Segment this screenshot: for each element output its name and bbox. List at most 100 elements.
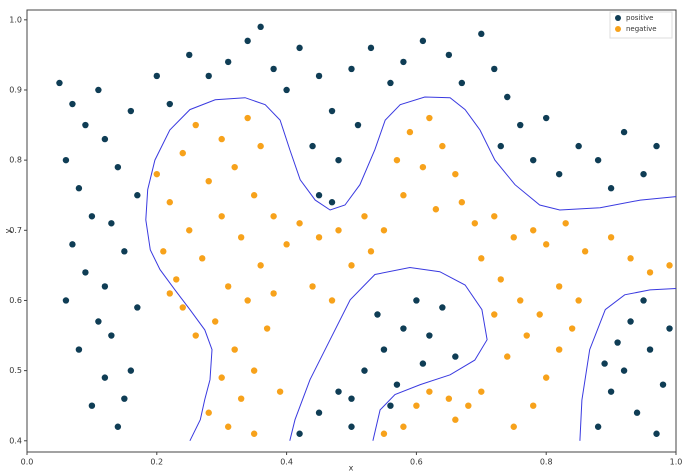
point (153, 72, 160, 80)
point (575, 142, 582, 150)
point (348, 395, 355, 402)
point (627, 318, 634, 325)
point (62, 297, 70, 304)
point (380, 227, 388, 234)
legend-label: negative (626, 25, 657, 33)
point (348, 423, 355, 430)
point (393, 381, 401, 388)
point (478, 255, 485, 262)
y-tick-label: 0.9 (9, 85, 22, 94)
point (491, 65, 498, 73)
point (108, 220, 115, 227)
point (400, 423, 407, 430)
point (607, 388, 615, 395)
point (244, 114, 251, 122)
point (328, 297, 336, 304)
x-tick-label: 0.6 (410, 458, 423, 467)
point (237, 395, 245, 402)
point (335, 388, 342, 395)
point (510, 423, 517, 430)
point (581, 248, 589, 255)
point (166, 199, 173, 206)
point (620, 367, 628, 374)
point (160, 248, 167, 255)
legend-marker (615, 26, 621, 32)
point (555, 346, 563, 353)
point (205, 72, 212, 80)
point (543, 241, 550, 248)
point (186, 227, 193, 234)
point (348, 65, 355, 73)
point (413, 297, 420, 304)
point (419, 360, 427, 367)
point (478, 388, 485, 395)
point (315, 234, 323, 241)
point (601, 360, 608, 367)
point (627, 255, 634, 262)
point (659, 381, 667, 388)
point (224, 58, 232, 66)
point (88, 402, 96, 409)
point (328, 199, 336, 206)
point (309, 142, 316, 150)
point (607, 234, 615, 241)
x-axis-label: x (349, 464, 354, 472)
point (212, 318, 219, 325)
point (309, 283, 316, 290)
point (114, 423, 122, 430)
point (263, 325, 271, 332)
point (530, 227, 537, 234)
point (75, 346, 83, 353)
point (127, 107, 135, 115)
point (335, 156, 342, 164)
point (192, 332, 199, 339)
point (491, 311, 498, 318)
point (646, 346, 654, 353)
point (315, 409, 323, 416)
point (530, 402, 537, 409)
point (380, 346, 388, 353)
point (543, 374, 550, 381)
point (101, 135, 109, 143)
point (568, 325, 576, 332)
point (121, 248, 128, 255)
point (257, 142, 264, 150)
point (237, 234, 245, 241)
point (504, 93, 511, 101)
point (445, 51, 453, 59)
x-tick-label: 1.0 (670, 458, 683, 467)
point (666, 325, 673, 332)
y-tick-label: 0.7 (9, 226, 22, 235)
point (458, 79, 466, 87)
x-tick-label: 0.4 (280, 458, 293, 467)
point (218, 213, 225, 220)
point (633, 409, 641, 416)
point (445, 395, 453, 402)
point (419, 163, 427, 171)
point (530, 156, 537, 164)
point (510, 234, 517, 241)
x-tick-label: 0.0 (21, 458, 34, 467)
point (497, 276, 504, 283)
point (426, 114, 433, 122)
point (179, 304, 186, 311)
point (413, 402, 420, 409)
point (458, 199, 466, 206)
point (406, 128, 414, 136)
point (224, 423, 232, 430)
point (562, 220, 569, 227)
point (666, 262, 673, 269)
point (101, 283, 109, 290)
y-tick-label: 0.6 (9, 296, 22, 305)
point (101, 374, 109, 381)
point (640, 170, 647, 178)
point (108, 332, 115, 339)
point (607, 185, 615, 192)
point (471, 220, 479, 227)
y-axis-label: y (4, 228, 13, 233)
point (400, 58, 407, 66)
point (640, 297, 647, 304)
point (296, 430, 303, 437)
point (653, 142, 660, 150)
point (186, 51, 193, 59)
